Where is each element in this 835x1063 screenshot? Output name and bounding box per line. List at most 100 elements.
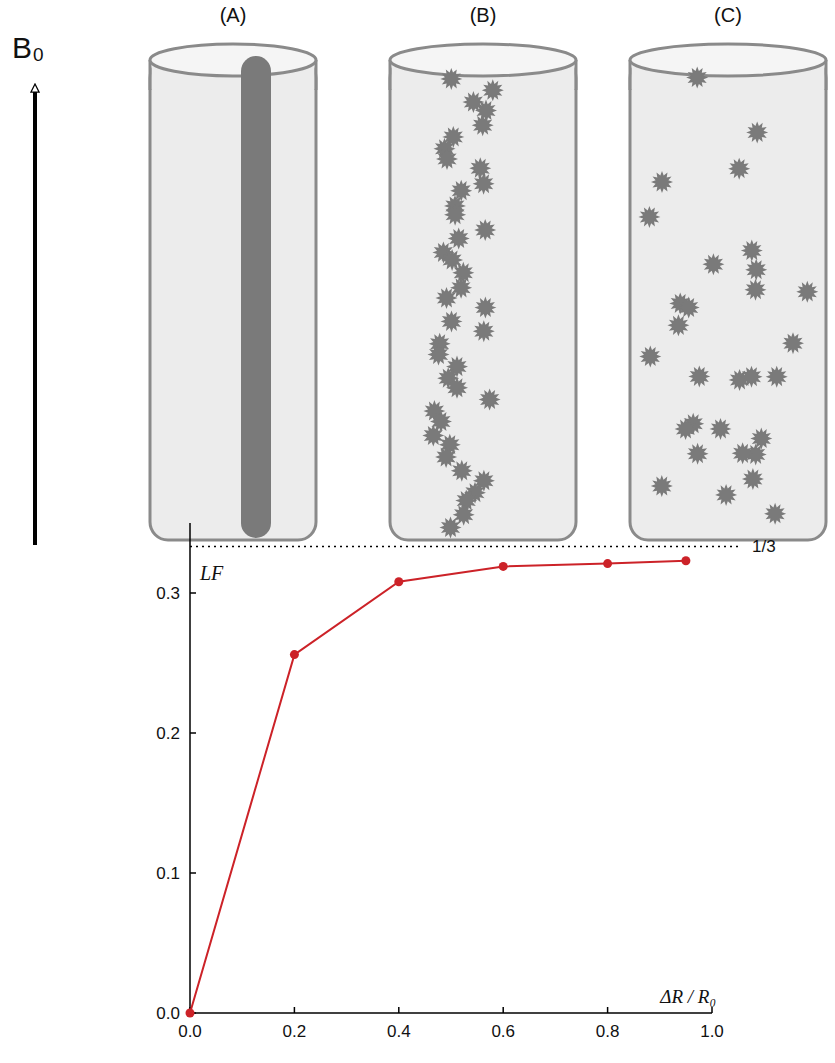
canvas: B₀(A)(B)(C)0.00.20.40.60.81.00.00.10.20.… <box>0 0 835 1063</box>
particle <box>651 475 673 497</box>
particle <box>678 297 700 319</box>
cylinder <box>630 44 826 540</box>
particle <box>436 287 458 309</box>
panel-label: (B) <box>470 4 497 26</box>
y-tick <box>190 732 196 734</box>
cylinder-side <box>629 60 632 90</box>
cylinder-top <box>390 44 576 76</box>
x-tick-label: 0.4 <box>387 1022 411 1041</box>
y-tick-label: 0.0 <box>156 1004 180 1023</box>
cylinder-body <box>630 60 826 540</box>
cylinder-body <box>390 60 576 540</box>
x-tick <box>294 1007 296 1013</box>
panel-label: (A) <box>220 4 247 26</box>
particle <box>715 484 737 506</box>
particle <box>687 443 709 465</box>
particle <box>444 204 466 226</box>
particle <box>750 428 772 450</box>
particle <box>482 79 504 101</box>
y-tick <box>190 872 196 874</box>
y-tick <box>190 592 196 594</box>
particle <box>732 442 754 464</box>
particle <box>764 503 786 525</box>
particle <box>702 253 724 275</box>
particle <box>675 418 697 440</box>
x-tick-label: 0.2 <box>283 1022 307 1041</box>
particle <box>742 468 764 490</box>
particle <box>440 517 462 539</box>
field-arrow <box>33 88 37 545</box>
particle <box>473 173 495 195</box>
x-tick-label: 0.0 <box>178 1022 202 1041</box>
x-tick <box>502 1007 504 1013</box>
y-tick-label: 0.2 <box>156 724 180 743</box>
particle <box>441 310 463 332</box>
particle <box>479 389 501 411</box>
particle <box>667 314 689 336</box>
particle <box>436 148 458 170</box>
particle <box>440 68 462 90</box>
particle <box>452 262 474 284</box>
particle <box>472 114 494 136</box>
x-tick-label: 0.6 <box>491 1022 515 1041</box>
x-tick <box>398 1007 400 1013</box>
particle <box>651 171 673 193</box>
particle <box>728 158 750 180</box>
series-line <box>190 561 686 1013</box>
particle <box>638 206 660 228</box>
field-label: B₀ <box>12 31 44 64</box>
particle <box>474 219 496 241</box>
y-axis-title: LF <box>199 562 224 584</box>
y-tick-label: 0.3 <box>156 584 180 603</box>
x-axis <box>190 1012 712 1014</box>
particle <box>745 279 767 301</box>
plot-area <box>186 556 691 1017</box>
particle <box>782 332 804 354</box>
particle <box>796 281 818 303</box>
particle <box>745 259 767 281</box>
x-tick <box>711 1007 713 1013</box>
y-tick-label: 0.1 <box>156 864 180 883</box>
particle <box>474 297 496 319</box>
particle <box>473 320 495 342</box>
series-point <box>499 562 508 571</box>
particle <box>422 425 444 447</box>
y-axis <box>189 523 191 1013</box>
cylinder-top <box>630 44 826 76</box>
reference-label: 1/3 <box>752 537 776 556</box>
particle <box>446 377 468 399</box>
rod <box>241 56 271 538</box>
cylinder-side <box>389 60 392 90</box>
axes: 0.0 0.2 0.4 0.6 0.8 1.0 0.0 0.1 0.2 0.3 <box>156 523 723 1041</box>
particle <box>639 346 661 368</box>
particle <box>435 446 457 468</box>
particle <box>766 366 788 388</box>
particle <box>688 365 710 387</box>
particle <box>746 121 768 143</box>
cylinder <box>150 44 316 540</box>
series-point <box>603 559 612 568</box>
particle <box>741 240 763 262</box>
series-point <box>186 1009 195 1018</box>
particle <box>710 418 732 440</box>
series-point <box>681 556 690 565</box>
particle <box>450 180 472 202</box>
x-axis-title: ΔR / R₀ <box>659 986 716 1007</box>
cylinder-side <box>825 60 828 90</box>
particle <box>741 366 763 388</box>
particle <box>686 67 708 89</box>
cylinder-top <box>150 44 316 76</box>
cylinder-body <box>150 60 316 540</box>
particle <box>428 344 450 366</box>
particle <box>453 504 475 526</box>
x-tick-label: 0.8 <box>596 1022 620 1041</box>
cylinder-side <box>575 60 578 90</box>
panel-label: (C) <box>714 4 742 26</box>
cylinder <box>390 44 576 540</box>
particle <box>451 460 473 482</box>
x-tick <box>607 1007 609 1013</box>
series-point <box>394 577 403 586</box>
x-tick-label: 1.0 <box>700 1022 724 1041</box>
series-point <box>290 650 299 659</box>
reference-line <box>190 546 742 548</box>
